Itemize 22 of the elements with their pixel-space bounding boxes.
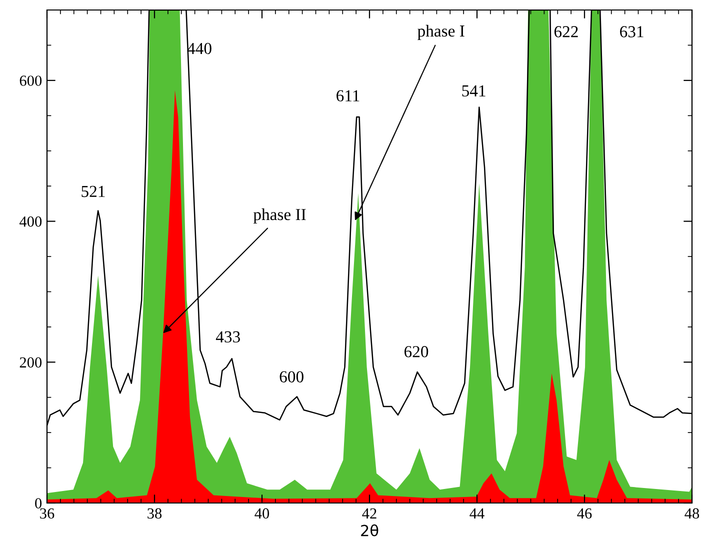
y-tick-label: 200 bbox=[20, 357, 42, 368]
x-tick-label: 38 bbox=[148, 508, 162, 519]
x-tick-label: 44 bbox=[470, 508, 484, 518]
annotation: phase I bbox=[418, 24, 464, 40]
annotation: phase II bbox=[253, 208, 306, 224]
x-tick-label: 42 bbox=[362, 508, 376, 518]
x-axis-title: 2θ bbox=[361, 524, 378, 536]
annotation: 433 bbox=[216, 331, 240, 343]
x-tick-label: 36 bbox=[40, 508, 54, 519]
x-tick-label: 46 bbox=[577, 508, 592, 519]
annotation: 541 bbox=[462, 85, 486, 97]
annotation: 631 bbox=[620, 26, 644, 38]
y-tick-label: 400 bbox=[20, 216, 42, 227]
y-tick-label: 0 bbox=[35, 498, 42, 508]
annotation: 521 bbox=[82, 186, 105, 198]
annotation: 600 bbox=[280, 371, 304, 382]
y-tick-label: 600 bbox=[20, 76, 42, 86]
annotation: 620 bbox=[404, 346, 428, 358]
annotation: 622 bbox=[554, 26, 578, 38]
annotation: 611 bbox=[336, 90, 360, 102]
x-tick-label: 48 bbox=[684, 508, 700, 519]
x-tick-label: 40 bbox=[254, 508, 270, 519]
